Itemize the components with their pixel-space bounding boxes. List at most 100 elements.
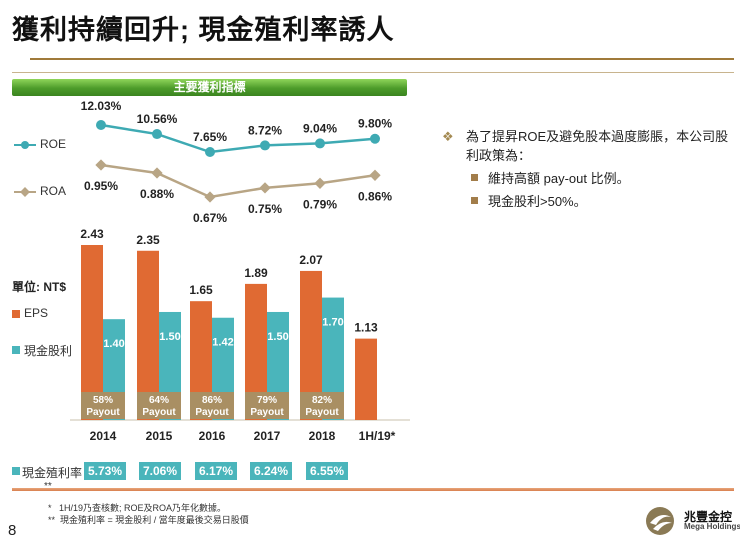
bullet-main: ❖ 為了提昇ROE及避免股本過度膨脹，本公司股利政策為： xyxy=(442,127,734,165)
x-tick-2018: 2018 xyxy=(309,429,336,443)
legend-roe: ROE xyxy=(14,137,94,153)
roe-label-2015: 10.56% xyxy=(137,112,178,126)
roa-point-2016 xyxy=(204,191,216,203)
legend-roa-label: ROA xyxy=(40,184,67,198)
roa-label-2017: 0.75% xyxy=(248,202,282,216)
x-tick-2017: 2017 xyxy=(254,429,281,443)
payout-percent-2018: 82% xyxy=(312,395,332,406)
yield-legend-swatch xyxy=(12,467,20,475)
roe-point-2015 xyxy=(152,129,162,140)
roe-legend-icon xyxy=(14,141,36,149)
roa-point-2017 xyxy=(259,182,271,194)
legend-eps: EPS xyxy=(12,306,72,322)
bullet-sub-text: 現金股利>50%。 xyxy=(488,194,587,209)
unit-label: 單位: NT$ xyxy=(12,280,67,294)
eps-label-1H/19*: 1.13 xyxy=(354,321,378,335)
payout-box-2015 xyxy=(137,392,181,419)
payout-label-2018: Payout xyxy=(305,407,339,418)
eps-label-2014: 2.43 xyxy=(80,227,104,241)
yield-label-text: 現金殖利率 xyxy=(22,466,83,480)
footnote-line: ** 現金殖利率 = 現金股利 / 當年度最後交易日股價 xyxy=(48,515,249,525)
square-bullet-icon xyxy=(471,197,478,204)
dividend-label-2016: 1.42 xyxy=(212,337,233,349)
dividend-label-2014: 1.40 xyxy=(103,338,124,350)
roe-point-2018 xyxy=(315,138,325,149)
dividend-bar-2018 xyxy=(322,297,344,420)
logo-name-cn: 兆豐金控 xyxy=(684,510,733,524)
payout-percent-2016: 86% xyxy=(202,395,222,406)
eps-bar-2018 xyxy=(300,270,322,420)
legend-eps-label: EPS xyxy=(24,306,49,320)
eps-label-2018: 2.07 xyxy=(299,253,323,267)
roa-label-2016: 0.67% xyxy=(193,211,227,225)
roa-point-1H/19* xyxy=(369,169,381,181)
legend-dividend-label: 現金股利 xyxy=(24,344,73,358)
roe-point-1H/19* xyxy=(370,133,380,144)
roe-label-1H/19*: 9.80% xyxy=(358,117,392,131)
eps-bar-2017 xyxy=(245,283,267,420)
footnotes: * 1H/19乃查核數; ROE及ROA乃年化數據。 ** 現金殖利率 = 現金… xyxy=(48,502,249,526)
payout-label-2016: Payout xyxy=(195,407,229,418)
roa-label-2018: 0.79% xyxy=(303,197,337,211)
eps-legend-swatch xyxy=(12,310,20,318)
roa-series-line xyxy=(100,163,376,199)
payout-box-2014 xyxy=(81,392,125,419)
dividend-legend-swatch xyxy=(12,346,20,354)
roa-point-2015 xyxy=(151,167,163,179)
x-tick-1H/19*: 1H/19* xyxy=(359,429,396,443)
payout-box-2018 xyxy=(300,392,344,419)
page-number: 8 xyxy=(8,522,17,539)
eps-label-2016: 1.65 xyxy=(189,283,213,297)
chart-banner: 主要獲利指標 xyxy=(12,79,407,96)
roe-label-2014: 12.03% xyxy=(81,99,122,113)
eps-bar-2016 xyxy=(190,301,212,420)
roa-label-1H/19*: 0.86% xyxy=(358,189,392,203)
roa-label-2014: 0.95% xyxy=(84,179,118,193)
payout-label-2014: Payout xyxy=(86,407,120,418)
roe-label-2017: 8.72% xyxy=(248,123,282,137)
yield-value-2016: 6.17% xyxy=(195,462,237,480)
payout-percent-2014: 58% xyxy=(93,395,113,406)
payout-percent-2015: 64% xyxy=(149,395,169,406)
yield-value-2014: 5.73% xyxy=(84,462,126,480)
logo-name-en: Mega Holdings xyxy=(684,522,740,531)
legend-dividend: 現金股利 xyxy=(12,342,82,358)
legend-roe-label: ROE xyxy=(40,137,67,151)
eps-bar-1H/19* xyxy=(355,338,377,420)
x-tick-2016: 2016 xyxy=(199,429,226,443)
payout-box-2016 xyxy=(190,392,234,419)
bullet-main-text: 為了提昇ROE及避免股本過度膨脹，本公司股利政策為： xyxy=(466,129,729,163)
yield-footnote-marker: ** xyxy=(44,481,52,492)
roe-label-2016: 7.65% xyxy=(193,130,227,144)
yield-value-2017: 6.24% xyxy=(250,462,292,480)
roa-point-2018 xyxy=(314,177,326,189)
square-bullet-icon xyxy=(471,174,478,181)
eps-bar-2015 xyxy=(137,250,159,420)
policy-bullets: ❖ 為了提昇ROE及避免股本過度膨脹，本公司股利政策為： 維持高額 pay-ou… xyxy=(442,127,734,211)
eps-label-2017: 1.89 xyxy=(244,266,268,280)
yield-label: 現金殖利率 xyxy=(12,462,82,480)
title-divider-top xyxy=(30,58,734,60)
page-title: 獲利持續回升; 現金殖利率誘人 xyxy=(12,15,395,45)
payout-label-2017: Payout xyxy=(250,407,284,418)
yield-value-2015: 7.06% xyxy=(139,462,181,480)
dividend-label-2018: 1.70 xyxy=(322,317,343,329)
roe-point-2014 xyxy=(96,120,106,130)
roa-label-2015: 0.88% xyxy=(140,187,174,201)
legend-roa: ROA xyxy=(14,184,94,200)
roe-point-2017 xyxy=(260,140,270,151)
bullet-sub-item: 維持高額 pay-out 比例。 xyxy=(442,169,734,188)
roe-point-2016 xyxy=(205,147,215,157)
roe-label-2018: 9.04% xyxy=(303,121,337,135)
diamond-bullet-icon: ❖ xyxy=(442,129,454,144)
dividend-label-2015: 1.50 xyxy=(159,331,180,343)
mega-logo-icon xyxy=(646,507,674,535)
footnote-line: * 1H/19乃查核數; ROE及ROA乃年化數據。 xyxy=(48,503,227,513)
title-divider-bottom xyxy=(12,72,734,73)
bullet-sub-text: 維持高額 pay-out 比例。 xyxy=(488,171,630,186)
dividend-label-2017: 1.50 xyxy=(267,331,288,343)
yield-value-2018: 6.55% xyxy=(306,462,348,480)
bullet-sub-item: 現金股利>50%。 xyxy=(442,192,734,211)
